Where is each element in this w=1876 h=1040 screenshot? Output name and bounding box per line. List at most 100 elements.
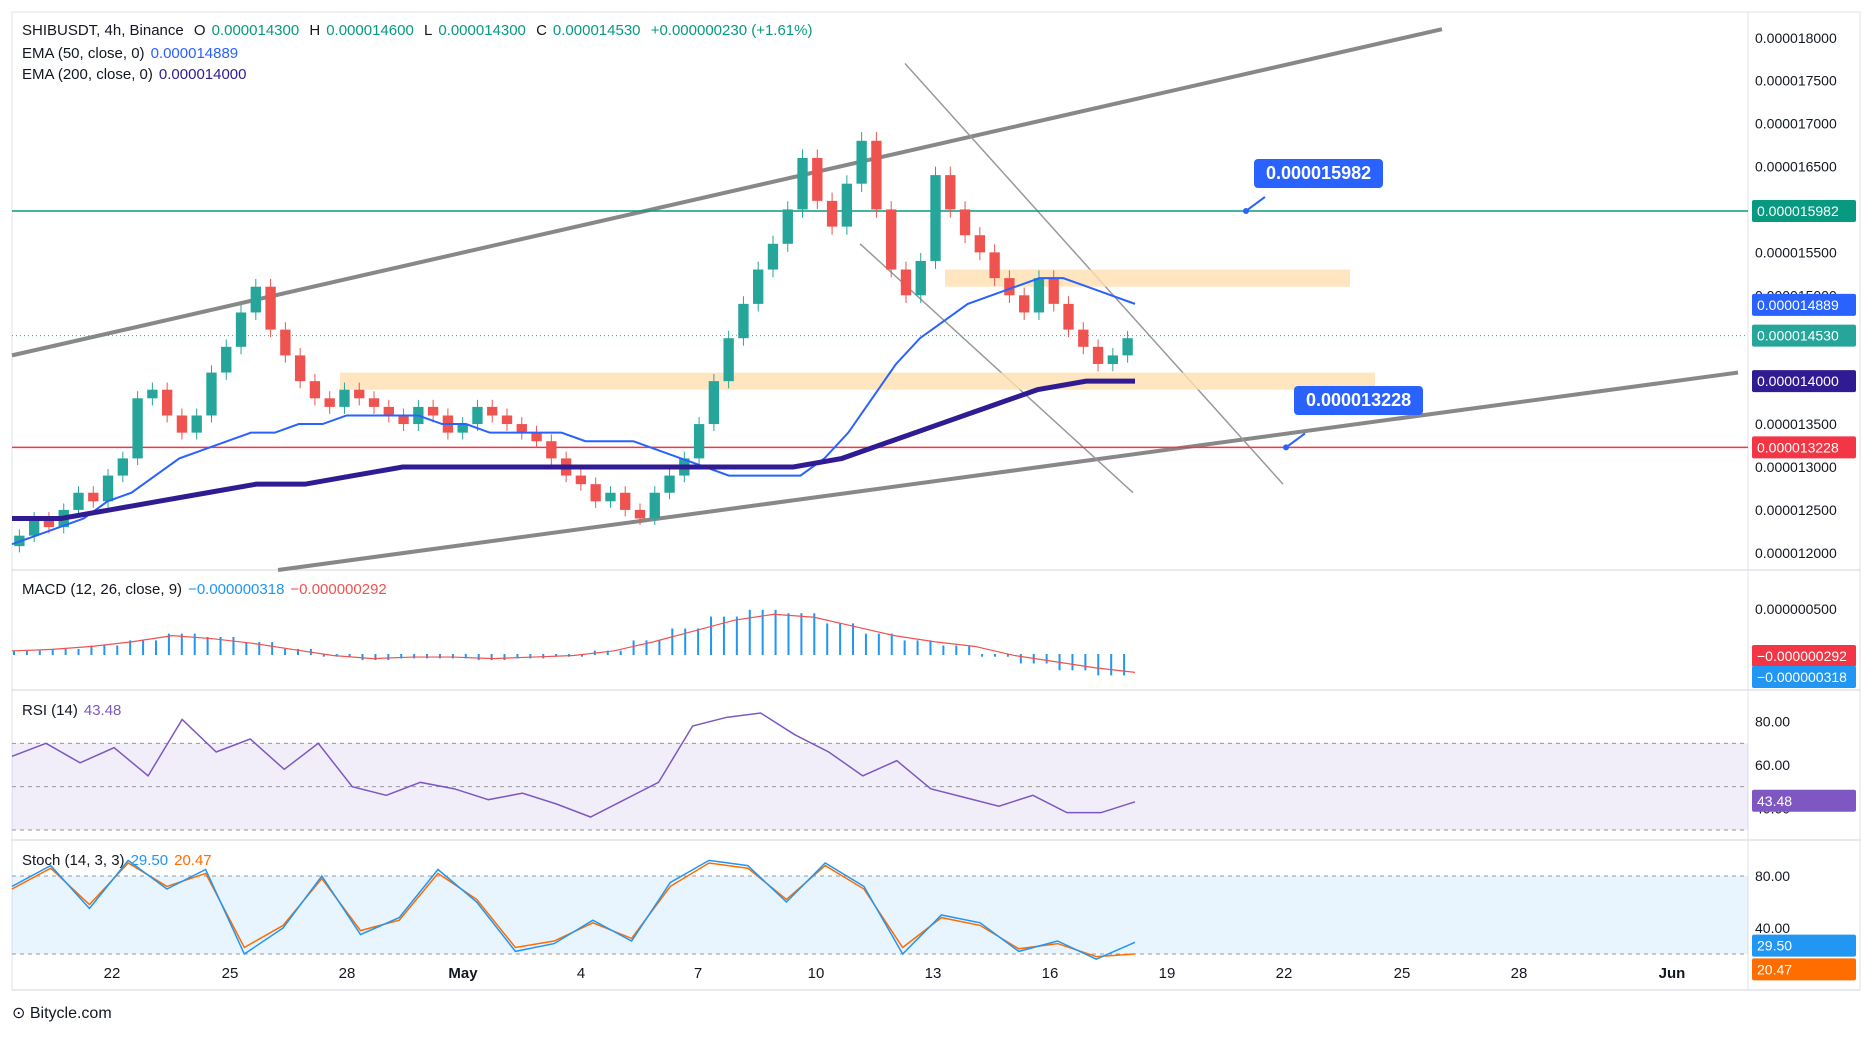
macd-histogram-bar [387, 654, 390, 661]
candle-body [191, 415, 202, 433]
time-tick-label: 28 [1511, 965, 1528, 982]
macd-histogram-bar [296, 648, 299, 655]
price-tick-label: 0.000017000 [1755, 116, 1837, 132]
candle-body [427, 406, 439, 416]
footer-brand: ⊙ Bitycle.com [12, 1005, 112, 1022]
macd-histogram-bar [284, 648, 287, 655]
macd-histogram-bar [245, 642, 248, 655]
time-tick-label: 28 [339, 965, 356, 982]
macd-histogram-bar [955, 645, 958, 655]
candle-body [147, 389, 158, 399]
ema200-line [12, 378, 1135, 521]
macd-histogram-bar [1110, 654, 1113, 676]
macd-histogram-bar [864, 633, 867, 655]
ema200-price-tag: 0.000014000 [1757, 373, 1839, 389]
macd-histogram-bar [464, 654, 467, 659]
candle-body [161, 389, 173, 416]
macd-histogram-bar [839, 623, 842, 655]
macd-histogram-bar [555, 654, 558, 657]
macd-histogram-bar [1123, 654, 1126, 676]
macd-histogram-bar [1097, 654, 1100, 676]
resistance-price-tag: 0.000015982 [1757, 203, 1839, 219]
candle-body [841, 183, 853, 227]
symbol-label: SHIBUSDT, 4h, Binance [22, 22, 184, 39]
macd-histogram-bar [529, 654, 532, 659]
candle-body [886, 209, 897, 270]
macd-histogram-bar [374, 654, 377, 661]
stoch-legend: Stoch (14, 3, 3) 29.50 20.47 [22, 852, 212, 869]
macd-histogram-bar [477, 654, 480, 661]
macd-histogram-bar [580, 654, 583, 657]
macd-histogram-bar [103, 645, 106, 655]
candle-body [398, 415, 409, 425]
candle-body [176, 415, 188, 433]
macd-histogram-bar [77, 648, 80, 655]
candle-body [472, 406, 483, 425]
macd-histogram-bar [142, 640, 145, 655]
rsi-value-tag-bg [1752, 789, 1856, 812]
macd-signal-tag: −0.000000292 [1757, 648, 1847, 664]
candle-body [959, 209, 971, 236]
ema50-line [11, 277, 1136, 546]
candle-body [265, 286, 276, 330]
macd-histogram-bar [787, 613, 790, 655]
candle-body [930, 175, 941, 261]
rsi-legend: RSI (14) 43.48 [22, 702, 122, 719]
macd-histogram-bar [697, 628, 700, 655]
upper-channel-line [11, 27, 1443, 358]
ohlc-legend: SHIBUSDT, 4h, Binance O 0.000014300 H 0.00… [22, 22, 813, 39]
macd-histogram-bar [322, 654, 325, 657]
change-label: +0.000000230 (+1.61%) [650, 22, 813, 39]
candle-body [132, 398, 143, 459]
macd-histogram-bar [774, 609, 777, 655]
price-tick-label: 0.000012500 [1755, 502, 1837, 518]
ema50-legend: EMA (50, close, 0) 0.000014889 [22, 45, 239, 62]
resistance-price-tag-bg [1752, 199, 1856, 222]
macd-histogram-bar [116, 645, 119, 655]
macd-histogram-bar [645, 640, 648, 655]
macd-histogram-bar [942, 645, 945, 655]
ema50-price-tag-bg [1752, 293, 1856, 316]
macd-histogram-bar [180, 633, 183, 655]
macd-histogram-bar [129, 640, 132, 655]
rsi-tick-label: 60.00 [1755, 757, 1790, 773]
price-tick-label: 0.000018000 [1755, 30, 1837, 46]
macd-histogram-bar [619, 650, 622, 655]
macd-signal-tag-bg [1752, 645, 1856, 667]
macd-histogram-bar [361, 654, 364, 661]
macd-histogram-bar [232, 637, 235, 655]
candle-body [531, 432, 542, 442]
macd-histogram-bar [658, 640, 661, 655]
stoch-k-line [11, 859, 1136, 961]
macd-histogram-bar [735, 616, 738, 655]
candle-body [915, 260, 926, 296]
time-tick-label: 13 [925, 965, 942, 982]
candle-body [767, 243, 779, 270]
candle-body [945, 175, 956, 210]
time-tick-label: May [448, 965, 478, 982]
candle-body [738, 303, 749, 339]
macd-histogram-bar [748, 609, 751, 655]
candle-body [856, 140, 867, 184]
macd-histogram-bar [826, 623, 829, 655]
candle-body [102, 475, 114, 502]
candle-body [590, 484, 601, 502]
lower-channel-line [277, 370, 1739, 572]
candle-body [871, 140, 882, 210]
candle-body [900, 269, 912, 296]
macd-histogram-bar [38, 650, 41, 655]
macd-histogram-bar [271, 642, 274, 655]
candle-body [974, 235, 986, 253]
macd-histogram-bar [51, 648, 54, 655]
macd-histogram-bar [852, 623, 855, 655]
macd-histogram-bar [1045, 654, 1048, 664]
candle-body [634, 509, 646, 519]
ema50-price-tag: 0.000014889 [1757, 297, 1839, 313]
stoch-d-tag-bg [1752, 958, 1856, 981]
stoch-tick-label: 40.00 [1755, 920, 1790, 936]
resistance-callout: 0.000015982 [1254, 159, 1384, 188]
ema200-legend: EMA (200, close, 0) 0.000014000 [22, 66, 247, 83]
candle-body [516, 424, 527, 433]
